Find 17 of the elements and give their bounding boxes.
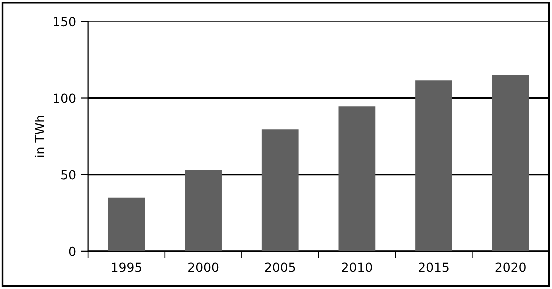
x-tick-label: 2010 bbox=[342, 262, 372, 272]
bar bbox=[262, 130, 299, 252]
y-tick-label: 100 bbox=[54, 94, 76, 104]
y-tick-label: 150 bbox=[54, 17, 76, 27]
bar bbox=[185, 170, 222, 252]
bar bbox=[338, 106, 376, 252]
x-tick-label: 2005 bbox=[265, 262, 296, 272]
y-axis-title: in TWh bbox=[35, 116, 44, 158]
bar bbox=[108, 198, 146, 252]
x-tick-label: 1995 bbox=[112, 262, 142, 272]
x-tick-label: 2000 bbox=[188, 262, 219, 272]
x-tick-label: 2020 bbox=[496, 262, 526, 272]
y-tick-label: 50 bbox=[62, 170, 76, 180]
y-tick-label: 0 bbox=[69, 246, 76, 256]
x-tick-label: 2015 bbox=[419, 262, 449, 272]
bar bbox=[416, 80, 452, 252]
bar bbox=[492, 75, 530, 252]
